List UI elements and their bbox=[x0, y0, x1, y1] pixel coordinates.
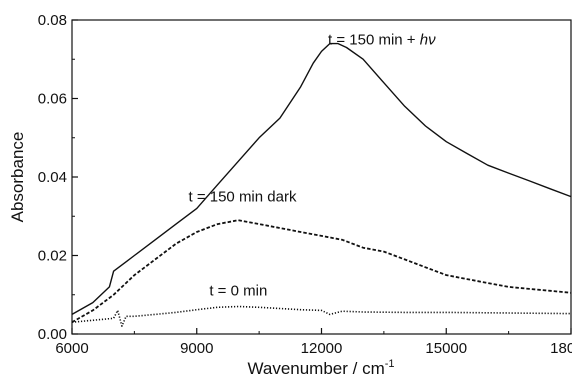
ticks bbox=[71, 19, 572, 335]
y-tick-label: 0.06 bbox=[38, 91, 67, 108]
y-tick-label: 0.00 bbox=[38, 326, 67, 343]
plot-frame bbox=[71, 19, 572, 335]
y-axis-title: Absorbance bbox=[8, 132, 27, 223]
annotation-t0: t = 0 min bbox=[209, 283, 267, 300]
y-tick-label: 0.02 bbox=[38, 248, 67, 265]
y-tick-label: 0.04 bbox=[38, 169, 67, 186]
y-tick-label: 0.08 bbox=[38, 12, 67, 29]
series bbox=[71, 42, 572, 327]
x-tick-label: 9000 bbox=[180, 340, 213, 357]
series-line-0 bbox=[71, 42, 572, 316]
x-tick-label: 6000 bbox=[55, 340, 88, 357]
series-line-1 bbox=[71, 219, 572, 323]
x-axis-title: Wavenumber / cm-1 bbox=[247, 358, 394, 378]
tick-labels: 6000 9000 12000 15000 18000 0.00 0.02 0.04 0.06 0… bbox=[38, 12, 572, 357]
annotation-t150-hv: t = 150 min + hν bbox=[328, 31, 436, 48]
x-tick-label: 12000 bbox=[301, 340, 343, 357]
annotation-t150-dark: t = 150 min dark bbox=[188, 189, 296, 206]
x-tick-label: 18000 bbox=[550, 340, 572, 357]
series-line-2 bbox=[71, 305, 572, 327]
axes bbox=[71, 19, 572, 335]
annotations: t = 150 min + hν t = 150 min dark t = 0 … bbox=[188, 31, 436, 299]
x-tick-label: 15000 bbox=[425, 340, 467, 357]
